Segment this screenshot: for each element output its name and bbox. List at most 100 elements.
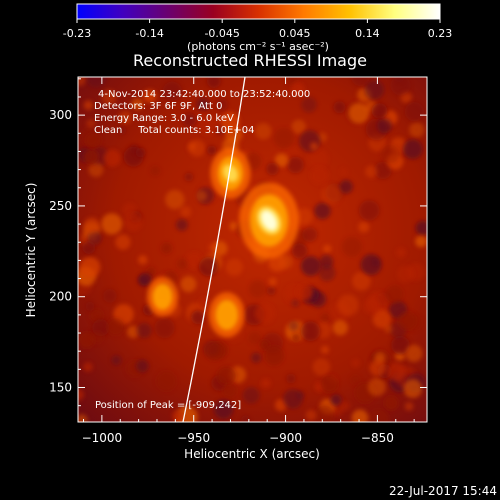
ripple-blob (384, 324, 393, 333)
ripple-blob (341, 401, 351, 411)
ripple-blob (268, 253, 287, 272)
ripple-blob (103, 149, 121, 167)
y-tick-label: 200 (49, 290, 72, 304)
colorbar: -0.23 -0.14 -0.045 0.045 0.14 0.23 (photons c… (63, 3, 452, 53)
ripple-blob (320, 345, 330, 354)
ripple-blob (176, 258, 188, 270)
ripple-blob (259, 339, 270, 351)
x-tick-label: −1000 (82, 431, 123, 445)
ripple-blob (360, 254, 382, 276)
ripple-blob (310, 166, 329, 185)
ripple-blob (162, 81, 182, 102)
ripple-blob (321, 184, 342, 205)
chart-title: Reconstructed RHESSI Image (133, 51, 367, 70)
ripple-blob (101, 89, 117, 105)
image-sources (146, 147, 300, 338)
ripple-blob (341, 236, 362, 257)
x-tick-label: −950 (177, 431, 210, 445)
ripple-blob (117, 125, 127, 135)
ripple-blob (150, 165, 161, 176)
x-tick-label: −850 (361, 431, 394, 445)
ripple-blob (266, 162, 279, 176)
ripple-blob (351, 409, 369, 422)
ripple-blob (131, 98, 144, 110)
ripple-blob (387, 362, 406, 381)
ripple-blob (79, 256, 101, 278)
info-line-clean: Clean Total counts: 3.10E+04 (94, 125, 254, 136)
ripple-blob (286, 373, 296, 384)
ripple-blob (188, 139, 206, 157)
ripple-blob (229, 221, 239, 231)
ripple-blob (124, 213, 143, 232)
ripple-blob (301, 96, 317, 113)
ripple-blob (351, 77, 370, 87)
ripple-blob (296, 283, 313, 301)
ripple-blob (138, 255, 148, 265)
source-mid (152, 283, 173, 310)
ripple-blob (198, 297, 210, 309)
ripple-blob (314, 202, 331, 220)
ripple-blob (312, 358, 331, 376)
ripple-blob (88, 162, 104, 178)
ripple-blob (122, 202, 137, 218)
ripple-blob (136, 322, 152, 339)
ripple-blob (397, 265, 414, 283)
ripple-blob (377, 118, 393, 134)
ripple-blob (371, 103, 388, 119)
info-line-energy: Energy Range: 3.0 - 6.0 keV (94, 113, 234, 124)
ripple-blob (367, 377, 386, 397)
ripple-blob (291, 298, 300, 308)
ripple-blob (255, 123, 272, 140)
ripple-blob (291, 243, 308, 259)
x-axis: −1000 −950 −900 −850 (82, 77, 415, 445)
y-tick-label: 300 (49, 108, 72, 122)
solar-limb-line (182, 77, 246, 422)
ripple-blob (191, 310, 205, 325)
ripple-blob (305, 409, 317, 421)
ripple-blob (302, 227, 318, 243)
ripple-blob (213, 399, 234, 419)
ripple-blob (182, 113, 197, 127)
plot-area (78, 77, 427, 422)
info-line-time: 4-Nov-2014 23:42:40.000 to 23:52:40.000 (98, 89, 310, 100)
ripple-blob (78, 414, 88, 422)
ripple-blob (299, 130, 321, 152)
ripple-blob (348, 102, 370, 124)
ripple-blob (330, 394, 342, 406)
ripple-blob (266, 286, 276, 296)
ripple-blob (351, 358, 361, 368)
ripple-blob (300, 256, 321, 276)
ripple-blob (415, 235, 427, 248)
ripple-blob (339, 167, 348, 177)
ripple-blob (83, 217, 100, 234)
ripple-blob (86, 77, 107, 88)
ripple-blob (184, 172, 194, 182)
ripple-blob (390, 77, 411, 96)
ripple-blob (405, 344, 423, 362)
ripple-blob (320, 375, 338, 393)
ripple-blob (180, 206, 192, 218)
ripple-blob (78, 331, 96, 349)
ripple-blob (118, 110, 133, 125)
ripple-blob (291, 333, 301, 342)
ripple-blob (268, 277, 277, 287)
ripple-blob (175, 218, 188, 231)
ripple-blob (220, 112, 240, 132)
ripple-blob (242, 386, 260, 404)
ripple-blob (385, 285, 404, 304)
observation-info: 4-Nov-2014 23:42:40.000 to 23:52:40.000 … (94, 89, 310, 411)
ripple-blob (260, 378, 271, 388)
ripple-blob (381, 144, 400, 164)
colorbar-tick-label: 0.045 (279, 27, 311, 40)
ripple-blob (384, 395, 399, 411)
ripple-blob (135, 147, 146, 158)
ripple-blob (364, 80, 385, 100)
ripple-blob (403, 379, 423, 398)
ripple-blob (318, 264, 336, 282)
colorbar-tick-label: -0.23 (63, 27, 91, 40)
ripple-blob (78, 388, 84, 401)
ripple-blob (161, 242, 172, 254)
ripple-blob (216, 366, 236, 386)
footer-date: 22-Jul-2017 15:44 (389, 484, 497, 498)
